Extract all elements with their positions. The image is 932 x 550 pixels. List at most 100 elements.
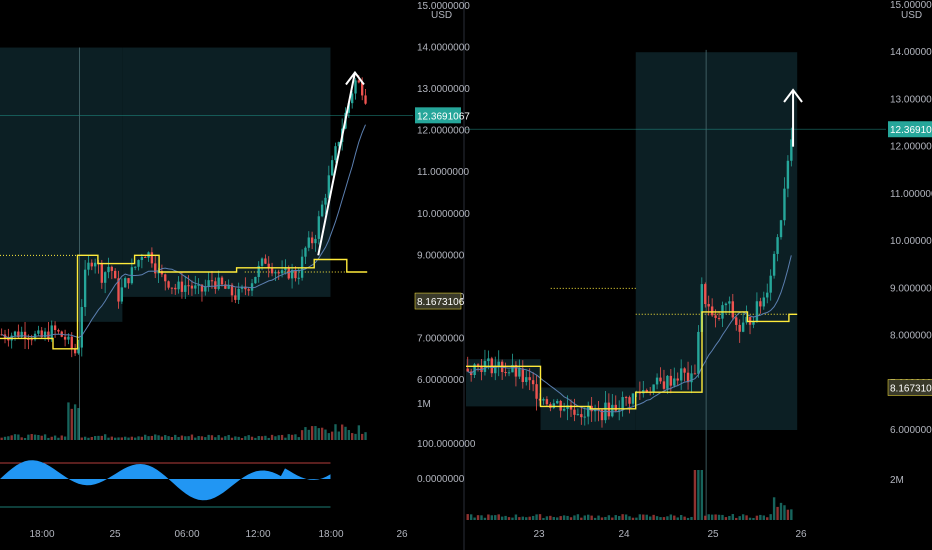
volume-bar [748, 517, 752, 520]
volume-bar [580, 517, 583, 520]
candle-body [250, 283, 254, 291]
volume-bar [184, 436, 187, 440]
volume-bar [140, 436, 144, 440]
volume-bar [300, 430, 304, 440]
volume-bar [97, 435, 100, 440]
volume-bar [137, 436, 140, 440]
price-tick-label: 6.0000000 [417, 375, 465, 386]
candle-body [260, 258, 264, 266]
volume-bar [655, 516, 659, 520]
avg-price-tag [887, 379, 932, 396]
volume-bar [244, 436, 247, 440]
candle-body [466, 368, 469, 372]
candle-body [652, 384, 655, 393]
volume-bar [277, 435, 280, 440]
volume-bar [127, 437, 130, 440]
candle-body [230, 284, 234, 296]
candle-body [710, 306, 714, 316]
volume-bar [80, 437, 83, 440]
volume-bar [361, 433, 364, 440]
volume-axis-label: 2M [890, 475, 904, 486]
volume-bar [528, 516, 531, 520]
volume-bar [10, 435, 13, 440]
volume-bar [177, 436, 180, 440]
volume-bar [107, 437, 110, 440]
volume-bar [721, 514, 724, 520]
candle-body [679, 368, 683, 381]
candle-body [693, 373, 697, 375]
volume-bar [254, 437, 257, 440]
volume-bar [786, 509, 790, 520]
price-tick-label: 11.0000000 [890, 189, 932, 200]
candle-body [13, 331, 17, 336]
volume-bar [642, 514, 645, 520]
volume-bar [538, 514, 542, 520]
time-tick-label: 18:00 [29, 529, 54, 540]
candle-body [337, 142, 340, 147]
candle-body [174, 287, 177, 290]
candle-body [7, 338, 10, 341]
avg-price-tag-label: 8.1673106 [417, 297, 465, 308]
volume-bar [607, 515, 611, 520]
candle-body [307, 237, 310, 248]
volume-bar [60, 435, 63, 440]
volume-bar [545, 516, 549, 520]
volume-bar [264, 435, 267, 440]
candle-body [220, 277, 224, 285]
candle-body [569, 405, 573, 410]
candle-body [17, 331, 20, 338]
volume-bar [210, 435, 214, 440]
volume-bar [227, 434, 230, 440]
candle-body [177, 281, 180, 290]
volume-bar [469, 514, 473, 520]
volume-bar [697, 470, 700, 520]
candle-body [790, 139, 793, 161]
volume-bar [200, 436, 204, 440]
candle-body [257, 265, 260, 277]
trend-arrow [317, 72, 356, 256]
range-box [122, 47, 331, 297]
range-box [635, 52, 798, 430]
candle-body [662, 381, 666, 389]
candle-body [683, 368, 686, 373]
candle-body [497, 361, 500, 366]
candle-body [659, 377, 662, 382]
volume-bar [250, 436, 254, 440]
volume-bar [679, 514, 683, 520]
volume-bar [611, 517, 614, 520]
volume-bar [514, 514, 518, 520]
volume-bar [234, 436, 237, 440]
candle-body [80, 307, 83, 348]
volume-bar [490, 515, 494, 520]
candle-body [297, 277, 300, 279]
current-price-tag [415, 107, 461, 124]
oscillator-tick-label: 100.0000000 [417, 439, 476, 450]
volume-bar [573, 515, 576, 520]
volume-bar [214, 437, 217, 440]
volume-bar [511, 517, 514, 520]
candle-body [673, 378, 676, 386]
candle-body [270, 268, 274, 274]
volume-bar [67, 402, 70, 440]
time-tick-label: 18:00 [318, 529, 343, 540]
candle-body [327, 175, 330, 198]
candle-body [487, 358, 490, 362]
volume-bar [518, 517, 521, 520]
oscillator-tick-label: 0.0000000 [417, 474, 465, 485]
candle-body [587, 405, 590, 417]
price-tick-label: 14.0000000 [417, 43, 470, 54]
candle-body [741, 322, 745, 332]
price-tick-label: 13.0000000 [890, 94, 932, 105]
candle-body [247, 289, 250, 291]
candle-body [180, 281, 184, 292]
candle-body [762, 297, 766, 307]
volume-bar [735, 517, 738, 520]
price-tick-label: 6.0000000 [890, 425, 932, 436]
candle-body [779, 220, 783, 238]
candle-body [361, 82, 364, 96]
candle-body [290, 269, 294, 279]
volume-bar [164, 435, 167, 440]
price-tick-label: 10.0000000 [890, 236, 932, 247]
volume-bar [110, 436, 113, 440]
